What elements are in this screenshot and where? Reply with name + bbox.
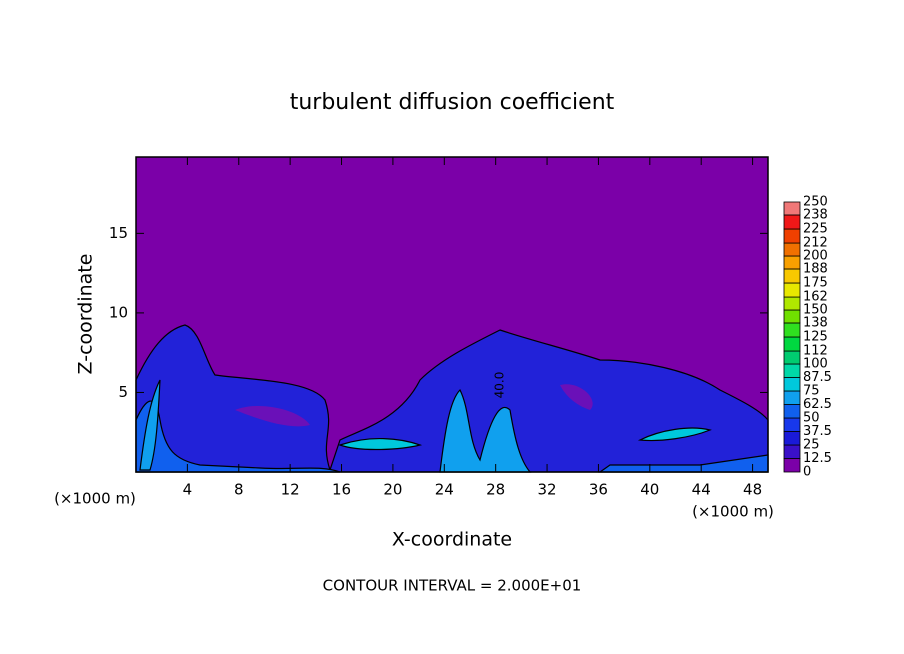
colorbar-label: 138 <box>803 315 828 330</box>
x-tick-label: 20 <box>383 481 402 499</box>
x-tick-label: 16 <box>332 481 351 499</box>
colorbar-swatch <box>783 444 801 459</box>
x-tick-label: 4 <box>183 481 193 499</box>
colorbar-swatch <box>783 255 801 270</box>
x-tick-label: 8 <box>234 481 244 499</box>
colorbar-swatch <box>783 322 801 338</box>
colorbar-swatch <box>783 309 801 324</box>
y-tick-label: 10 <box>109 303 128 321</box>
colorbar-label: 75 <box>803 384 820 399</box>
colorbar-label: 125 <box>803 330 828 345</box>
plot-frame <box>135 156 769 473</box>
colorbar-swatch <box>783 363 801 378</box>
colorbar-label: 238 <box>803 207 828 222</box>
colorbar-swatch <box>783 296 801 311</box>
x-tick-label: 24 <box>435 481 454 499</box>
colorbar-swatch <box>783 228 801 244</box>
colorbar-label: 150 <box>803 303 828 318</box>
colorbar-label: 225 <box>803 222 828 237</box>
colorbar-label: 200 <box>803 249 828 264</box>
x-tick-label: 48 <box>743 481 762 499</box>
y-tick-label: 5 <box>118 383 128 401</box>
x-tick-label: 44 <box>692 481 711 499</box>
x-tick-label: 32 <box>538 481 557 499</box>
colorbar-swatch <box>783 458 801 473</box>
colorbar-swatch <box>783 377 801 392</box>
chart-title: turbulent diffusion coefficient <box>290 90 615 115</box>
colorbar-label: 12.5 <box>803 451 832 466</box>
colorbar-label: 37.5 <box>803 424 832 439</box>
colorbar-label: 62.5 <box>803 397 832 412</box>
colorbar-swatch <box>783 201 801 216</box>
contour-label: 40.0 <box>493 372 507 399</box>
colorbar-label: 87.5 <box>803 370 832 385</box>
colorbar-label: 112 <box>803 344 828 359</box>
colorbar-label: 250 <box>803 195 828 210</box>
colorbar-swatch <box>783 336 801 352</box>
colorbar-label: 100 <box>803 357 828 372</box>
colorbar-swatch <box>783 268 801 284</box>
colorbar-label: 188 <box>803 261 828 276</box>
colorbar-label: 212 <box>803 236 828 251</box>
x-unit-right: (×1000 m) <box>692 503 774 521</box>
colorbar-label: 25 <box>803 438 820 453</box>
colorbar-swatch <box>783 431 801 446</box>
x-unit-left: (×1000 m) <box>54 490 136 508</box>
colorbar-swatch <box>783 242 801 257</box>
colorbar-swatch <box>783 404 801 419</box>
x-tick-label: 40 <box>640 481 659 499</box>
x-axis-label: X-coordinate <box>392 529 512 551</box>
colorbar-swatch <box>783 282 801 298</box>
colorbar-label: 162 <box>803 290 828 305</box>
colorbar-swatch <box>783 350 801 365</box>
x-tick-label: 12 <box>281 481 300 499</box>
colorbar-label: 0 <box>803 465 811 480</box>
x-tick-label: 28 <box>486 481 505 499</box>
colorbar-swatch <box>783 417 801 432</box>
colorbar-label: 175 <box>803 276 828 291</box>
footnote: CONTOUR INTERVAL = 2.000E+01 <box>323 577 582 595</box>
colorbar-swatch <box>783 214 801 230</box>
y-tick-label: 15 <box>109 224 128 242</box>
field-shape <box>135 324 769 473</box>
x-tick-label: 36 <box>589 481 608 499</box>
y-axis-label: Z-coordinate <box>75 254 97 375</box>
colorbar-swatch <box>783 390 801 405</box>
colorbar-label: 50 <box>803 411 820 426</box>
